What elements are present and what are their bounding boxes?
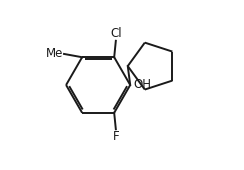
- Text: OH: OH: [133, 78, 152, 91]
- Text: F: F: [112, 130, 119, 143]
- Text: Cl: Cl: [110, 27, 122, 40]
- Text: Me: Me: [46, 47, 63, 61]
